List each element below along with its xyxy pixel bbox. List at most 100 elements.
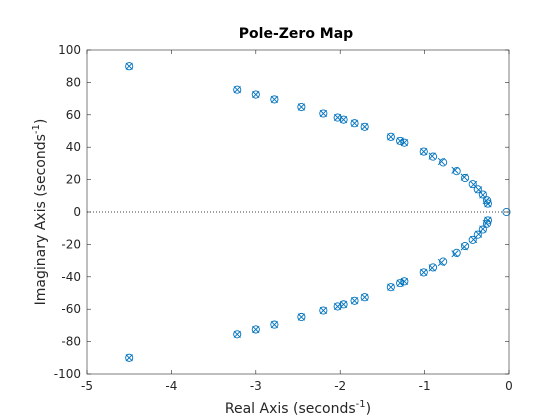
zero-marker xyxy=(473,230,482,239)
pole-marker-stroke xyxy=(396,279,404,287)
zero-marker xyxy=(319,306,328,315)
pole-marker-stroke xyxy=(474,230,483,238)
zero-marker xyxy=(319,109,328,118)
pole-marker-stroke xyxy=(400,277,408,285)
y-axis-label-exponent: -1 xyxy=(31,124,42,134)
zero-marker xyxy=(428,152,438,161)
y-axis-label: Imaginary Axis (seconds-1) xyxy=(31,119,49,306)
pole-marker xyxy=(350,119,359,127)
pole-marker-stroke xyxy=(361,123,369,131)
pole-marker-stroke xyxy=(270,95,278,104)
pole-marker-stroke xyxy=(270,320,278,329)
zero-marker xyxy=(400,138,409,147)
zero-marker xyxy=(270,320,279,329)
pole-marker-stroke xyxy=(339,116,348,124)
zero-marker xyxy=(386,283,395,292)
pole-marker-stroke xyxy=(252,90,260,99)
pole-marker-stroke xyxy=(451,250,459,258)
axis-ticks: -5 -4 -3 -2 -1 0 -100 -80 -60 -40 -20 0 20 40 60 80 100 xyxy=(54,43,513,393)
pole-marker xyxy=(350,297,359,305)
zero-marker xyxy=(251,325,260,334)
zero-marker xyxy=(419,268,428,277)
zero-marker xyxy=(396,279,405,288)
pole-zero-marks xyxy=(125,62,511,362)
pole-marker-stroke xyxy=(437,258,446,267)
pole-marker-stroke xyxy=(361,293,369,301)
zero-marker xyxy=(125,62,134,71)
pole-marker-stroke xyxy=(400,139,408,147)
pole-marker-stroke xyxy=(252,325,260,334)
zero-marker xyxy=(233,330,242,339)
pole-marker-stroke xyxy=(396,137,404,145)
zero-marker xyxy=(360,122,369,131)
y-tick-label: 100 xyxy=(58,43,81,57)
pole-marker xyxy=(420,268,428,277)
pole-marker xyxy=(297,103,305,111)
x-tick-label: -2 xyxy=(334,379,346,393)
zero-marker xyxy=(350,296,359,305)
pole-marker-stroke xyxy=(297,313,305,321)
pole-marker-stroke xyxy=(334,113,342,122)
y-tick-label: -20 xyxy=(61,237,81,251)
zero-marker xyxy=(473,185,482,194)
y-tick-label: 60 xyxy=(66,108,81,122)
zero-marker xyxy=(461,241,470,251)
zero-marker xyxy=(452,248,461,257)
y-tick-label: 80 xyxy=(66,75,81,89)
zero-marker xyxy=(461,173,470,183)
zero-marker xyxy=(478,190,487,199)
pole-marker-stroke xyxy=(428,264,436,272)
pole-marker xyxy=(319,109,327,118)
y-tick-label: -80 xyxy=(61,335,81,349)
pole-marker xyxy=(361,123,369,131)
y-tick-label: 40 xyxy=(66,140,81,154)
zero-marker xyxy=(360,293,369,302)
pole-marker-stroke xyxy=(387,283,395,291)
zero-marker xyxy=(439,257,448,266)
zero-marker xyxy=(297,102,306,112)
x-tick-label: -1 xyxy=(419,379,431,393)
zero-marker xyxy=(483,216,492,225)
pole-marker xyxy=(270,320,278,329)
pole-marker xyxy=(400,139,408,147)
pole-marker xyxy=(252,90,260,99)
zero-marker xyxy=(386,132,395,141)
zero-marker xyxy=(419,147,428,156)
zero-marker xyxy=(251,90,260,99)
y-axis-label-text: Imaginary Axis (seconds xyxy=(33,134,49,305)
x-axis-label: Real Axis (seconds-1) xyxy=(225,399,371,417)
zero-marker xyxy=(233,85,242,94)
y-tick-label: -60 xyxy=(61,302,81,316)
pole-marker-stroke xyxy=(460,243,468,251)
zero-marker xyxy=(333,113,342,122)
pole-marker xyxy=(420,147,428,156)
zero-marker xyxy=(452,167,461,176)
zero-marker xyxy=(297,312,306,322)
pole-marker xyxy=(233,86,241,94)
chart-title: Pole-Zero Map xyxy=(239,26,353,42)
pole-marker xyxy=(396,279,404,287)
zero-marker xyxy=(478,225,487,234)
pole-marker-stroke xyxy=(319,109,327,118)
zero-marker xyxy=(502,207,511,217)
zero-marker xyxy=(439,158,448,167)
y-tick-label: -100 xyxy=(54,367,81,381)
y-axis-label-close: ) xyxy=(33,119,49,124)
pole-marker xyxy=(361,293,369,301)
zero-marker xyxy=(350,119,359,128)
zero-marker xyxy=(468,180,477,189)
pole-marker xyxy=(297,313,305,321)
pole-marker xyxy=(125,354,133,362)
pole-marker xyxy=(125,62,133,70)
pole-marker xyxy=(319,306,327,315)
x-axis-label-text: Real Axis (seconds xyxy=(225,401,356,417)
zero-marker xyxy=(339,300,348,309)
pole-marker-stroke xyxy=(387,133,395,141)
zero-marker xyxy=(339,115,348,124)
zero-marker xyxy=(428,263,438,272)
zero-marker xyxy=(125,353,134,362)
pole-marker-stroke xyxy=(350,119,359,127)
x-tick-label: -4 xyxy=(165,379,177,393)
pole-marker xyxy=(400,277,408,285)
